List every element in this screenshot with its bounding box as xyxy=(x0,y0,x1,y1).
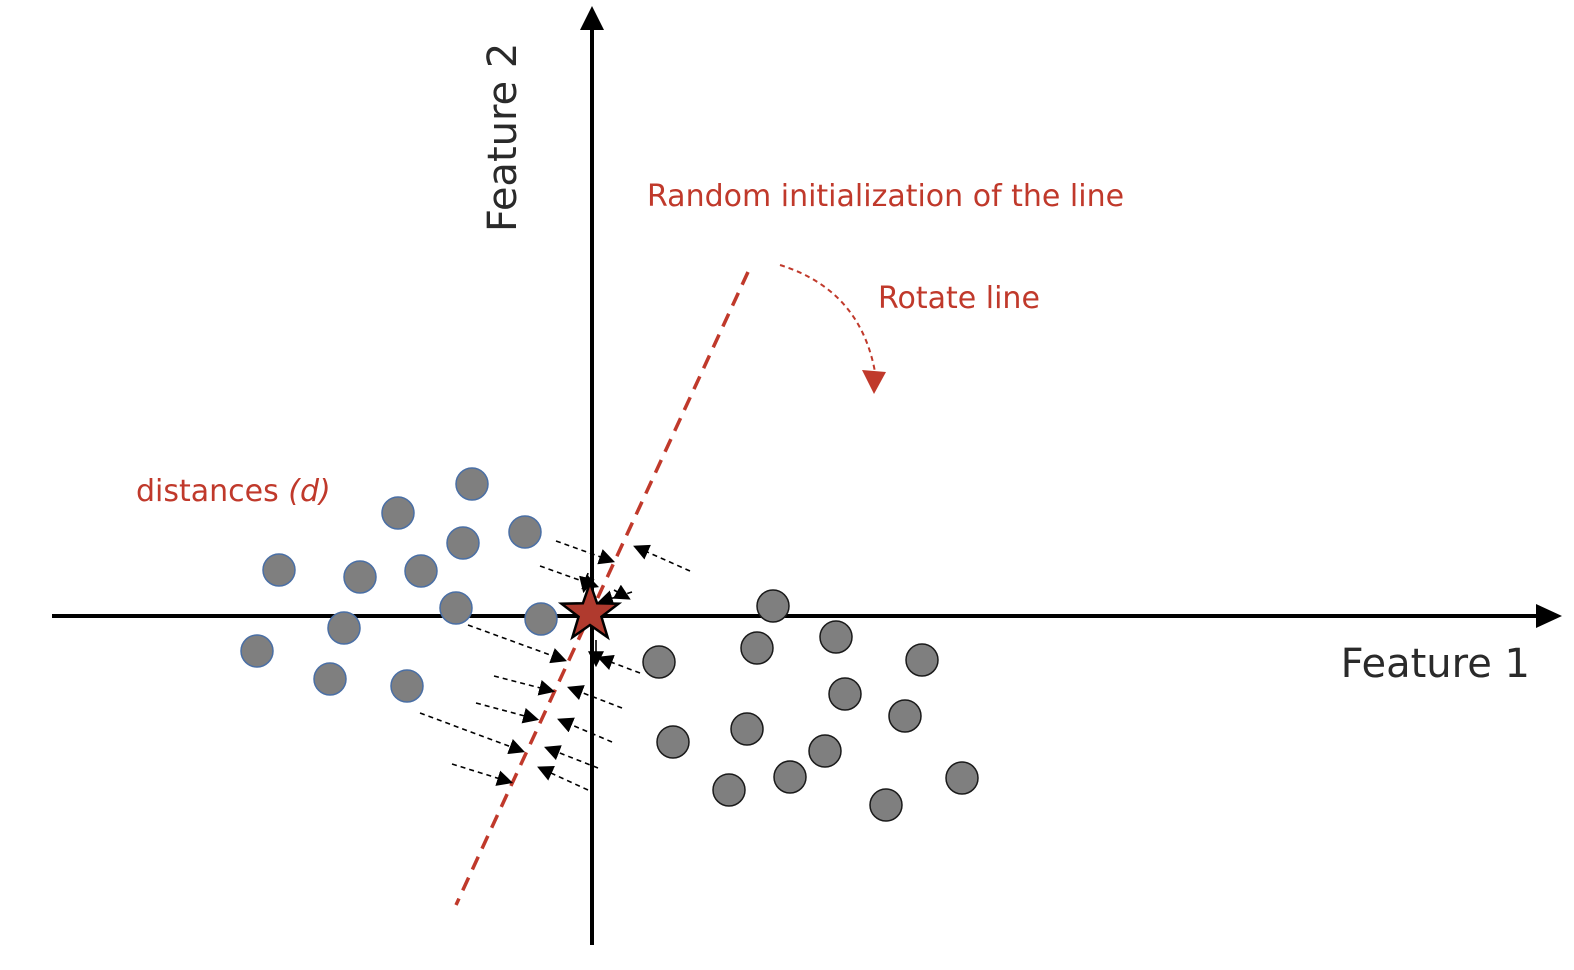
x-axis-arrowhead xyxy=(1536,604,1562,628)
data-point xyxy=(524,602,558,636)
data-point xyxy=(455,467,489,501)
right-cluster xyxy=(642,589,979,822)
data-point xyxy=(343,560,377,594)
y-axis-label: Feature 2 xyxy=(480,43,526,232)
data-point xyxy=(262,553,296,587)
projection-arrow xyxy=(579,572,595,594)
data-point xyxy=(240,634,274,668)
data-point xyxy=(404,554,438,588)
data-point xyxy=(313,662,347,696)
data-point xyxy=(773,760,807,794)
data-point xyxy=(381,496,415,530)
projection-arrow xyxy=(493,675,556,696)
projection-arrow xyxy=(567,685,623,709)
data-point xyxy=(656,725,690,759)
data-point xyxy=(446,526,480,560)
projection-arrows xyxy=(419,540,691,791)
rotate-line-label: Rotate line xyxy=(878,281,1040,316)
left-cluster xyxy=(240,467,558,703)
data-point xyxy=(439,591,473,625)
curved-arrowhead xyxy=(862,370,886,394)
projection-arrow xyxy=(612,584,631,600)
data-point xyxy=(508,515,542,549)
data-point xyxy=(390,669,424,703)
x-axis-label: Feature 1 xyxy=(1341,641,1530,687)
projection-arrow xyxy=(555,540,616,565)
projection-arrow xyxy=(467,624,568,664)
data-point xyxy=(888,699,922,733)
projection-arrow xyxy=(419,712,525,755)
projection-arrow xyxy=(633,544,691,572)
projection-arrow xyxy=(451,763,514,786)
data-point xyxy=(869,788,903,822)
data-point xyxy=(945,761,979,795)
data-point xyxy=(327,611,361,645)
data-point xyxy=(712,773,746,807)
random-init-label: Random initialization of the line xyxy=(647,179,1124,214)
candidate-line xyxy=(454,271,750,906)
data-point xyxy=(730,712,764,746)
origin-star xyxy=(557,579,623,641)
curved-arrow-icon xyxy=(779,264,876,373)
projection-arrow xyxy=(557,717,613,743)
projection-arrow xyxy=(544,745,599,769)
data-point xyxy=(756,589,790,623)
projection-arrow xyxy=(597,655,641,674)
data-point xyxy=(819,620,853,654)
data-point xyxy=(828,677,862,711)
data-point xyxy=(740,631,774,665)
data-point xyxy=(808,734,842,768)
star-icon xyxy=(557,579,623,641)
data-point xyxy=(905,643,939,677)
distances-label: distances (d) xyxy=(136,474,331,509)
distances-text: distances xyxy=(136,474,288,509)
distances-symbol: (d) xyxy=(288,474,330,509)
data-point xyxy=(642,645,676,679)
y-axis-arrowhead xyxy=(580,6,604,30)
projection-arrow xyxy=(596,590,633,606)
projection-arrow xyxy=(475,702,540,724)
projection-arrow xyxy=(537,766,589,791)
